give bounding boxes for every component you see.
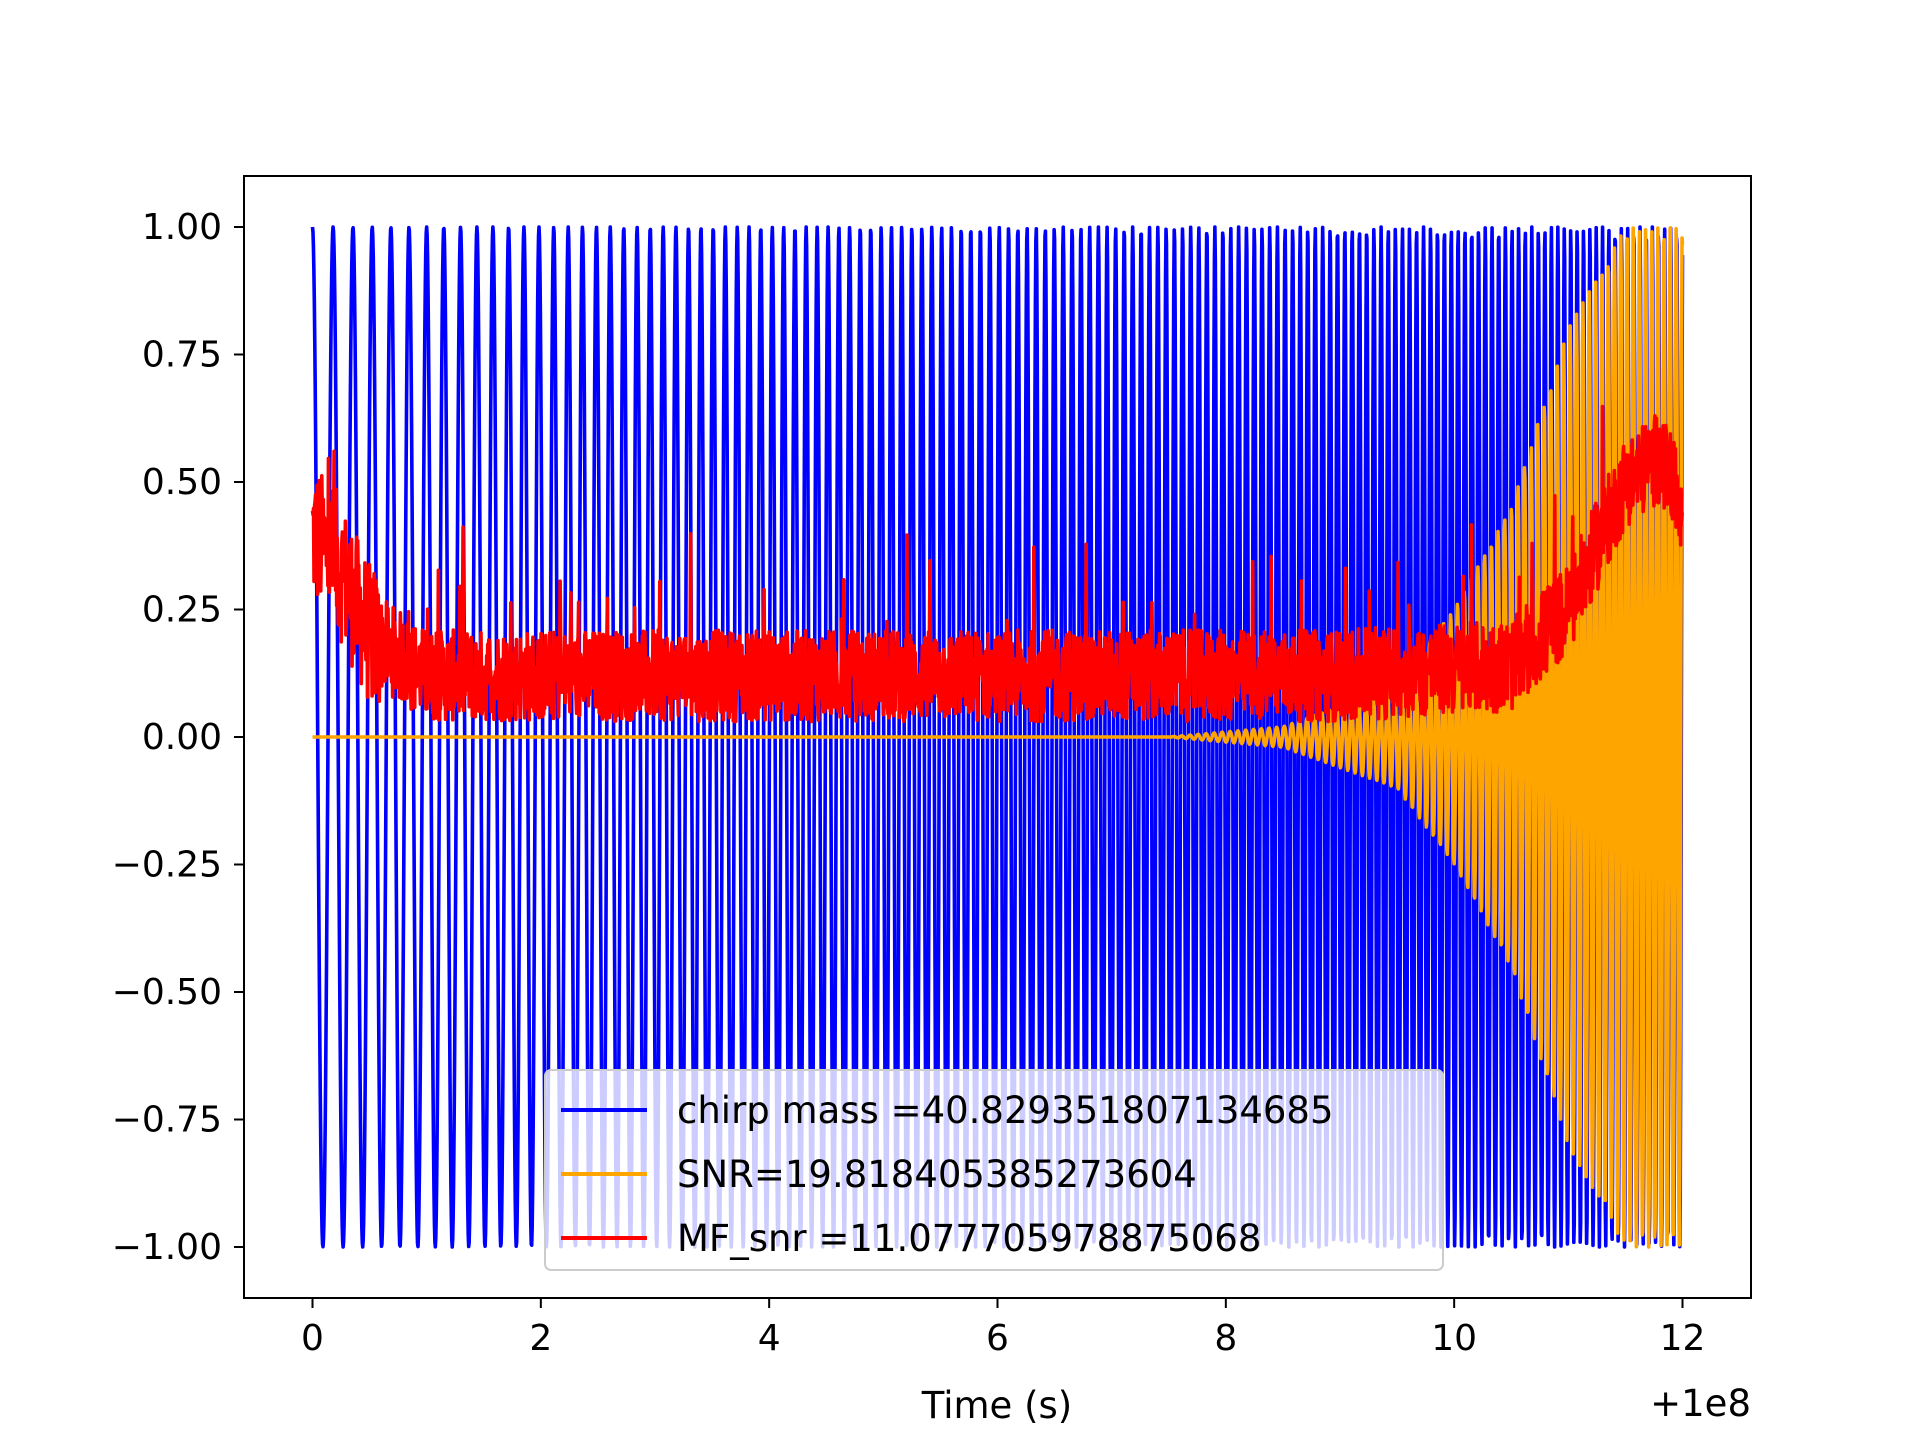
y-tick-label: −0.75 [112, 1100, 222, 1141]
x-tick-label: 12 [1660, 1318, 1706, 1359]
x-tick-label: 6 [986, 1318, 1009, 1359]
y-tick-label: −0.50 [112, 972, 222, 1013]
y-axis: 1.00 0.75 0.50 0.25 0.00 −0.25 −0.50 −0.75 −1.00 [112, 207, 244, 1268]
x-tick-label: 8 [1214, 1318, 1237, 1359]
legend-entry-label: chirp mass =40.829351807134685 [677, 1089, 1334, 1132]
y-tick-label: 1.00 [142, 207, 222, 248]
legend-entry-label: SNR=19.818405385273604 [677, 1153, 1197, 1196]
x-tick-label: 10 [1431, 1318, 1477, 1359]
legend: chirp mass =40.829351807134685 SNR=19.818… [544, 1069, 1444, 1271]
y-tick-label: 0.00 [142, 717, 222, 758]
x-tick-label: 0 [301, 1318, 324, 1359]
series-mf-snr-line [310, 404, 1684, 724]
y-tick-label: −0.25 [112, 845, 222, 886]
x-axis: 0 2 4 6 8 10 12 [301, 1298, 1705, 1359]
x-tick-label: 2 [529, 1318, 552, 1359]
y-tick-label: 0.50 [142, 462, 222, 503]
series-chirp-mass-line [310, 225, 1685, 1249]
legend-entry-label: MF_snr =11.077705978875068 [677, 1217, 1261, 1260]
y-tick-label: −1.00 [112, 1227, 222, 1268]
y-tick-label: 0.75 [142, 335, 222, 376]
x-axis-label: Time (s) [921, 1384, 1072, 1427]
legend-box [544, 1069, 1444, 1271]
series-snr-line [311, 226, 1685, 1249]
y-tick-label: 0.25 [142, 590, 222, 631]
x-tick-label: 4 [758, 1318, 781, 1359]
x-axis-offset-label: +1e8 [1650, 1382, 1751, 1425]
series-layer [310, 225, 1685, 1249]
